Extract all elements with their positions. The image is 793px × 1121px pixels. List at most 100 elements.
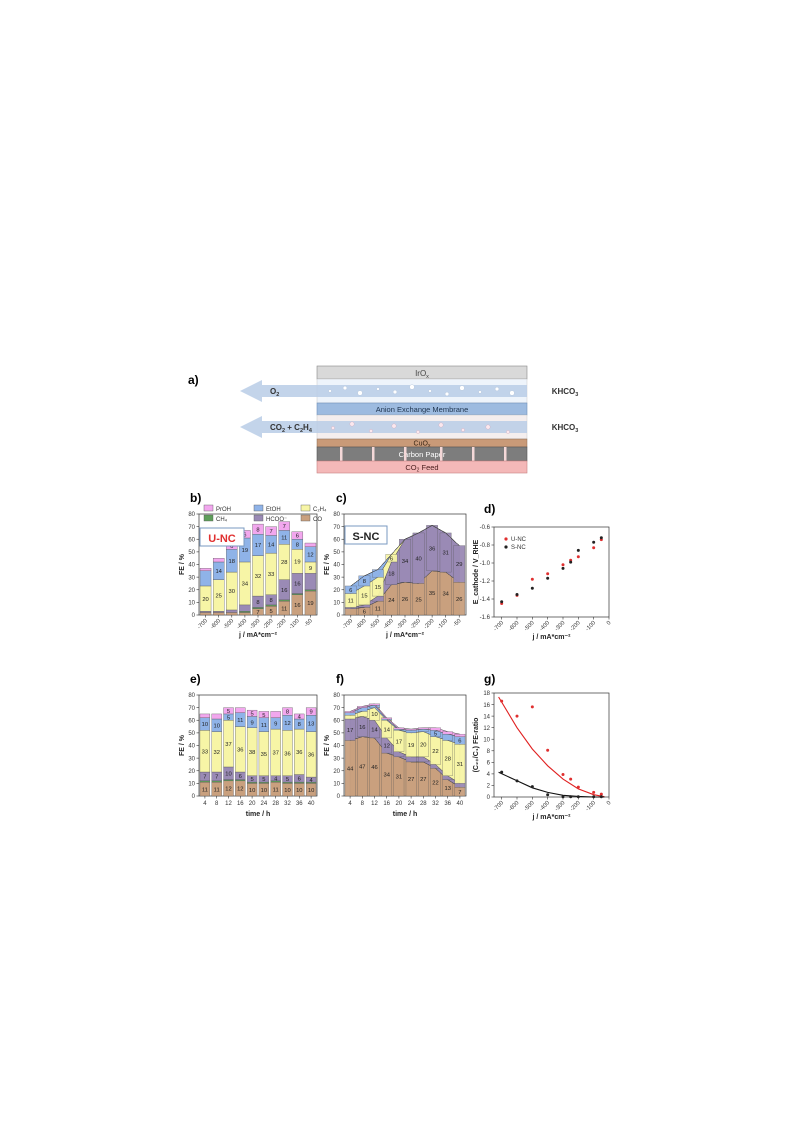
data-label: 36 <box>237 747 243 753</box>
data-label: 26 <box>402 597 408 603</box>
y-tick-label: 80 <box>333 693 340 699</box>
data-point <box>530 586 534 590</box>
data-label: 19 <box>307 601 313 607</box>
data-label: 31 <box>457 762 463 768</box>
bar-segment <box>239 611 251 613</box>
bar-segment <box>226 609 238 613</box>
data-label: 16 <box>281 588 287 594</box>
y-tick-label: 18 <box>483 691 490 697</box>
bar-segment <box>223 779 234 782</box>
bubble <box>478 390 482 394</box>
data-label: 10 <box>308 788 314 794</box>
data-label: 7 <box>458 790 461 796</box>
data-label: 8 <box>256 600 259 606</box>
legend-swatch <box>253 504 264 512</box>
products-flow-arrow <box>240 416 527 438</box>
data-label: 14 <box>268 543 275 549</box>
x-tick-label: 16 <box>383 801 390 807</box>
x-tick-label: 32 <box>432 801 439 807</box>
iro-layer-label: IrOx <box>415 369 429 380</box>
bubble <box>416 430 420 434</box>
data-point <box>576 548 580 552</box>
bar-segment <box>418 727 429 730</box>
data-label: 6 <box>349 588 352 594</box>
bar-segment <box>393 727 405 730</box>
chart-c-sncoated-fe-vs-current: 0 10 20 30 40 50 60 70 80 6 11 24 26 25 35 34 26 18 34 40 36… <box>324 512 467 639</box>
x-tick-label: 0 <box>606 800 613 807</box>
cathode-bubbles <box>331 421 510 434</box>
data-label: 16 <box>359 725 365 731</box>
data-label: 14 <box>383 727 390 733</box>
chart-e-uncoated-fe-vs-time: 0 10 20 30 40 50 60 70 80 11 11 12 12 10 10 11 10 10 10 7 7 1… <box>179 693 318 818</box>
x-tick-label: 0 <box>606 620 613 627</box>
o2-flow-label: O2 <box>270 387 279 398</box>
y-tick-label: -1.2 <box>480 579 491 585</box>
data-point <box>530 785 534 789</box>
legend-entry: EtOH <box>266 507 281 513</box>
co2-feed-layer <box>316 460 528 474</box>
panel-d-label: d) <box>484 502 495 516</box>
data-label: 5 <box>286 777 289 783</box>
data-label: 35 <box>429 591 435 597</box>
data-label: 6 <box>363 609 366 615</box>
x-tick-label: 4 <box>348 801 352 807</box>
bar-segment <box>252 607 264 609</box>
data-label: 17 <box>255 543 261 549</box>
data-label: 19 <box>408 743 414 749</box>
y-tick-label: -0.8 <box>480 543 491 549</box>
data-label: 36 <box>429 546 435 552</box>
data-point <box>569 560 573 564</box>
data-label: 6 <box>239 774 242 780</box>
data-label: 26 <box>456 597 462 603</box>
bubble <box>428 389 432 393</box>
x-tick-label: -300 <box>249 618 261 630</box>
x-tick-label: 20 <box>396 801 403 807</box>
bar-segment <box>454 733 466 737</box>
y-tick-label: 50 <box>188 550 195 556</box>
data-label: 25 <box>215 594 221 600</box>
legend-swatch <box>300 504 311 512</box>
bar-segment <box>265 526 277 536</box>
x-tick-label: 24 <box>408 801 415 807</box>
x-axis-label: j / mA*cm⁻² <box>532 814 572 821</box>
data-point <box>530 705 534 709</box>
data-label: 11 <box>375 606 381 612</box>
data-label: 32 <box>213 750 219 756</box>
data-label: 44 <box>347 766 354 772</box>
chart-b-uncoated-fe-vs-current: 0 10 20 30 40 50 60 70 80 7 5 11 16 19 8 8 16 16 20 25 30 34 3… <box>179 512 318 639</box>
bubble <box>331 426 335 430</box>
data-label: 9 <box>274 722 277 728</box>
bar-segment <box>304 542 317 547</box>
data-label: 4 <box>298 715 302 721</box>
x-tick-label: -100 <box>585 620 597 632</box>
bar-segment <box>294 713 305 720</box>
x-tick-label: -600 <box>355 618 367 630</box>
legend: PrOH EtOH C₂H₄ CH₄ HCOO⁻ CO <box>203 504 327 523</box>
legend-marker <box>504 537 508 541</box>
bar-segment <box>211 713 222 720</box>
anode-bubbles <box>328 384 515 397</box>
data-label: 36 <box>284 751 290 757</box>
data-point <box>500 770 504 774</box>
x-tick-label: -200 <box>275 618 287 630</box>
data-label: 40 <box>415 556 421 562</box>
bar-segment <box>381 717 392 720</box>
bar-segment <box>212 611 225 613</box>
data-label: 8 <box>286 710 289 716</box>
bar-segment <box>304 573 317 590</box>
data-label: 33 <box>268 572 274 578</box>
panel-g-label: g) <box>484 672 495 686</box>
data-point <box>576 785 580 789</box>
x-tick-label: 24 <box>261 801 268 807</box>
data-label: 18 <box>229 559 235 565</box>
y-axis-label: (C₂₊/C₁) FE-ratio <box>473 718 480 773</box>
x-tick-label: -100 <box>585 800 597 812</box>
x-tick-label: -500 <box>523 800 535 812</box>
data-label: 12 <box>307 553 313 559</box>
data-label: 35 <box>261 752 267 758</box>
data-label: 10 <box>213 724 219 730</box>
x-tick-label: -700 <box>197 618 209 630</box>
data-point <box>561 795 565 799</box>
data-label: 8 <box>269 598 272 604</box>
data-label: 12 <box>237 787 243 793</box>
